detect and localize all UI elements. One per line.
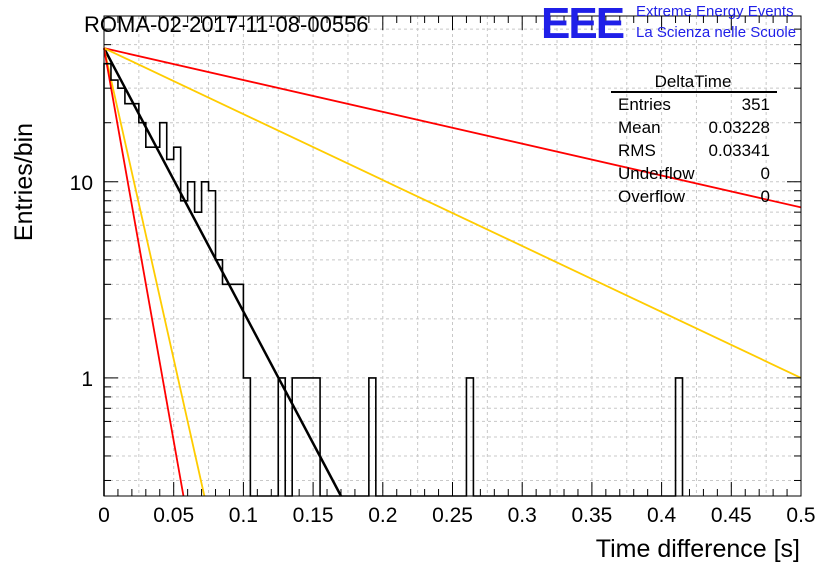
fit-line xyxy=(103,47,206,497)
x-axis-label: Time difference [s] xyxy=(596,535,800,563)
stats-label: Mean xyxy=(618,118,661,137)
x-tick-label: 0.35 xyxy=(571,504,612,527)
x-tick-label: 0 xyxy=(98,504,110,527)
x-tick-label: 0.5 xyxy=(786,504,815,527)
x-tick-label: 0.45 xyxy=(711,504,752,527)
stats-value: 0.03341 xyxy=(709,141,770,160)
x-tick-label: 0.05 xyxy=(153,504,194,527)
y-tick-label: 10 xyxy=(70,172,93,195)
stats-label: Overflow xyxy=(618,187,686,206)
stats-value: 0 xyxy=(761,164,770,183)
fit-curves xyxy=(102,47,802,497)
stats-box: DeltaTime Entries 351 Mean 0.03228 RMS 0.0334… xyxy=(611,72,777,206)
fit-line xyxy=(103,47,185,497)
stats-rows: Entries 351 Mean 0.03228 RMS 0.03341 Underflow… xyxy=(618,95,770,206)
eee-logo: EEE xyxy=(541,0,625,48)
x-tick-label: 0.25 xyxy=(432,504,473,527)
run-title: ROMA-02-2017-11-08-00556 xyxy=(84,12,369,37)
fit-line xyxy=(103,47,802,209)
stats-value: 0.03228 xyxy=(709,118,770,137)
axis-ticks xyxy=(103,15,802,496)
x-tick-label: 0.3 xyxy=(508,504,537,527)
y-tick-labels: 1 10 xyxy=(70,172,93,391)
y-axis-label: Entries/bin xyxy=(10,123,38,241)
x-tick-label: 0.15 xyxy=(293,504,334,527)
fit-line xyxy=(103,47,802,379)
stats-label: RMS xyxy=(618,141,656,160)
x-tick-label: 0.4 xyxy=(647,504,677,527)
x-tick-label: 0.1 xyxy=(229,504,258,527)
tagline-bottom: La Scienza nelle Scuole xyxy=(636,24,797,41)
stats-value: 0 xyxy=(761,187,770,206)
y-tick-label: 1 xyxy=(81,368,93,391)
stats-value: 351 xyxy=(742,95,770,114)
stats-title: DeltaTime xyxy=(655,72,732,91)
x-tick-label: 0.2 xyxy=(368,504,397,527)
x-tick-labels: 0 0.05 0.1 0.15 0.2 0.25 0.3 0.35 0.4 0.45 0.5 xyxy=(98,504,815,527)
stats-label: Entries xyxy=(618,95,671,114)
tagline-top: Extreme Energy Events xyxy=(636,3,794,20)
stats-label: Underflow xyxy=(618,164,695,183)
